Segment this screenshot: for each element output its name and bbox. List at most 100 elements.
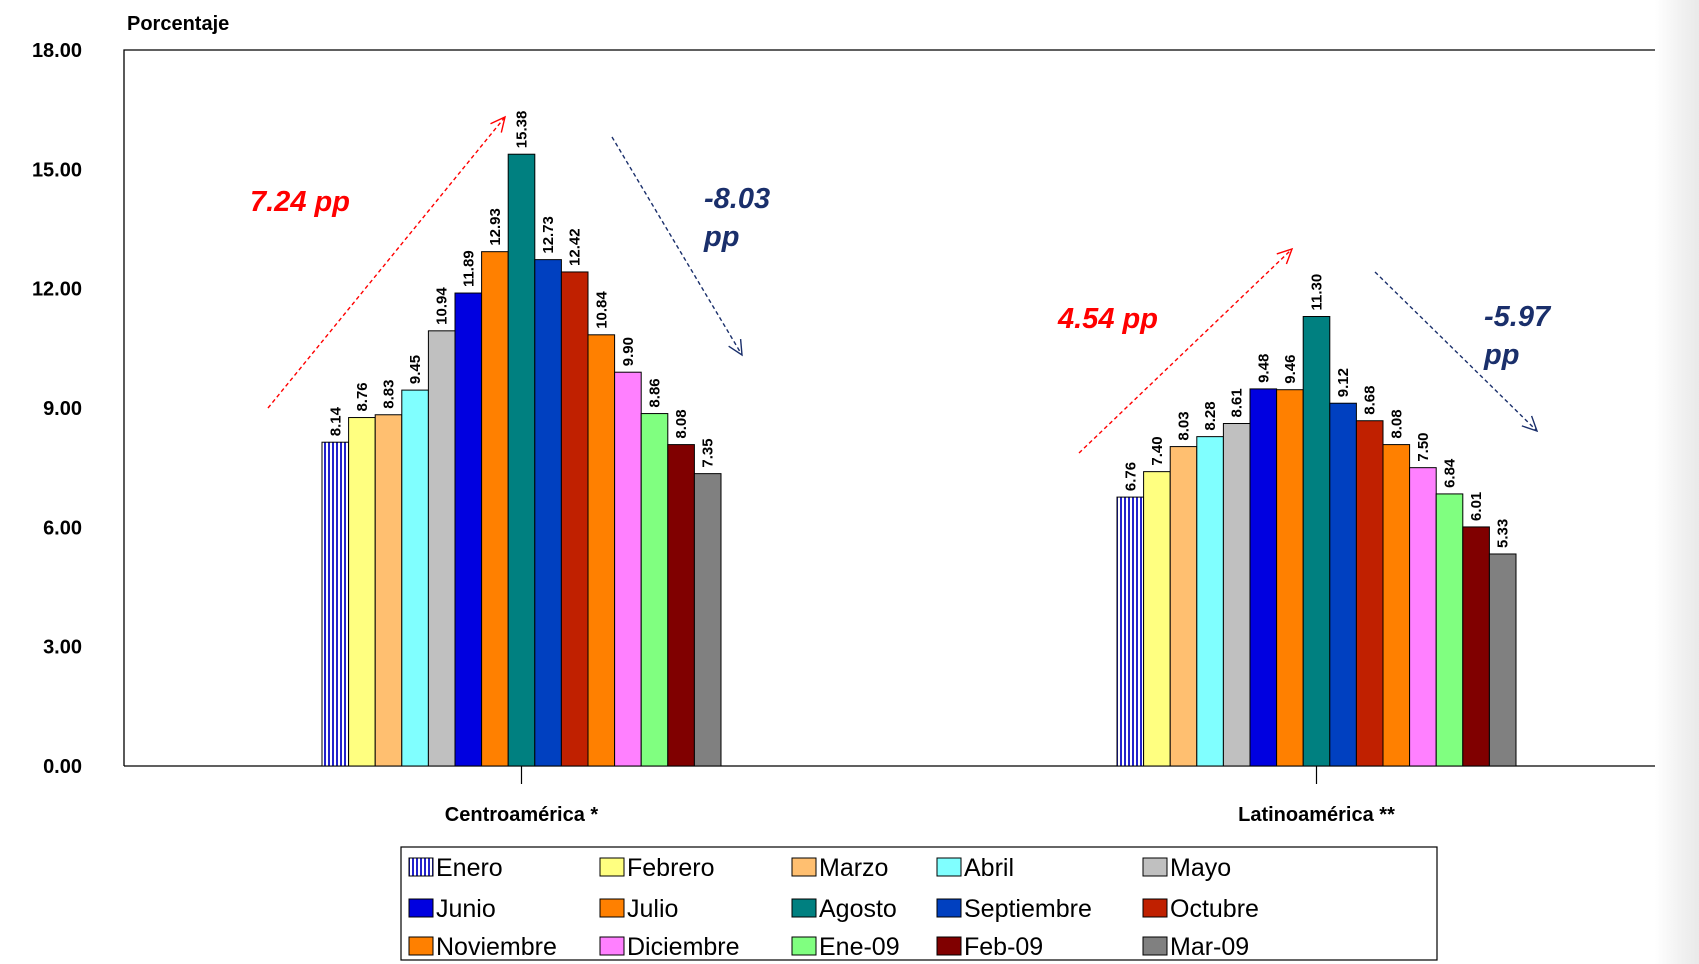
- bar-octubre-2: [1355, 420, 1384, 767]
- data-label: 9.48: [1255, 354, 1272, 383]
- legend-swatch: [408, 936, 434, 956]
- bar-mayo-2: [1222, 423, 1251, 767]
- data-label: 8.68: [1362, 386, 1379, 415]
- annotation-text: -8.03 pp: [703, 183, 770, 253]
- bar-septiembre-1: [534, 259, 562, 767]
- plot-frame: [123, 49, 1655, 766]
- data-label: 9.46: [1282, 354, 1299, 383]
- bar-julio-1: [481, 251, 509, 767]
- legend-label: Julio: [627, 895, 678, 923]
- annotation-text: 7.24 pp: [250, 186, 350, 218]
- legend-label: Mayo: [1170, 854, 1231, 882]
- bar-octubre-1: [560, 271, 589, 767]
- bar-mar-09-2: [1488, 553, 1517, 767]
- legend-swatch: [599, 936, 625, 956]
- legend-label: Septiembre: [964, 895, 1092, 923]
- legend-label: Abril: [964, 854, 1014, 882]
- bars-group: 8.14 8.76 8.83 9.45 10.94 11.89 12.93 15.38 12.7…: [321, 111, 1517, 767]
- bar-diciembre-1: [614, 371, 642, 767]
- legend-swatch: [1142, 857, 1168, 877]
- bar-marzo-1: [374, 414, 403, 767]
- data-label: 12.93: [487, 208, 504, 246]
- x-tick-label: Latinoamérica **: [1238, 804, 1395, 826]
- legend-label: Febrero: [627, 854, 715, 882]
- bar-enero-1: [321, 441, 350, 767]
- y-tick-label: 15.00: [32, 159, 82, 181]
- annotation-text-line: -8.03: [704, 183, 770, 215]
- bar-mar-09-1: [693, 473, 722, 767]
- legend-label: Agosto: [819, 895, 897, 923]
- bar-feb-09-1: [667, 444, 695, 767]
- legend-swatch: [408, 857, 434, 877]
- legend-swatch: [791, 936, 817, 956]
- legend-swatch: [408, 898, 434, 918]
- bar-enero-2: [1116, 496, 1145, 767]
- data-label: 8.83: [381, 380, 398, 409]
- legend-label: Mar-09: [1170, 933, 1249, 961]
- y-tick-label: 0.00: [43, 756, 82, 778]
- bar-noviembre-1: [587, 334, 616, 767]
- bar-abril-1: [401, 389, 429, 767]
- trend-arrow-line: [1374, 271, 1538, 432]
- bar-mayo-1: [427, 330, 456, 767]
- data-label: 8.14: [327, 406, 344, 436]
- y-tick-label: 3.00: [43, 637, 82, 659]
- data-label: 10.94: [434, 287, 451, 325]
- data-label: 8.76: [354, 382, 371, 411]
- data-label: 12.42: [567, 228, 584, 266]
- bar-agosto-2: [1302, 316, 1331, 767]
- data-label: 8.61: [1229, 388, 1246, 417]
- data-label: 8.08: [673, 409, 690, 438]
- y-tick-label: 12.00: [32, 279, 82, 301]
- data-label: 6.84: [1442, 458, 1459, 488]
- legend-swatch: [791, 857, 817, 877]
- legend-label: Ene-09: [819, 933, 900, 961]
- data-label: 5.33: [1495, 519, 1512, 548]
- data-label: 8.08: [1388, 409, 1405, 438]
- trend-arrow-line: [611, 136, 743, 356]
- legend-swatch: [791, 898, 817, 918]
- data-label: 11.89: [460, 250, 477, 287]
- legend-swatch: [599, 857, 625, 877]
- bar-feb-09-2: [1462, 526, 1490, 767]
- trend-arrow-head: [1276, 247, 1294, 265]
- data-label: 7.50: [1415, 432, 1432, 461]
- bar-abril-2: [1196, 436, 1224, 767]
- legend-swatch: [1142, 898, 1168, 918]
- data-label: 12.73: [540, 216, 557, 254]
- legend-swatch: [936, 857, 962, 877]
- legend-swatch: [599, 898, 625, 918]
- data-label: 11.30: [1309, 274, 1326, 311]
- legend-label: Enero: [436, 854, 503, 882]
- y-axis-label: Porcentaje: [127, 13, 229, 35]
- data-label: 8.28: [1202, 401, 1219, 430]
- data-label: 7.35: [700, 438, 717, 467]
- trend-arrow-head: [728, 339, 743, 357]
- legend-swatch: [936, 936, 962, 956]
- axes-group: Porcentaje 0.00 3.00 6.00 9.00 12.00 15.00 18.0…: [32, 13, 1655, 826]
- bar-agosto-1: [507, 153, 536, 767]
- data-label: 9.12: [1335, 368, 1352, 397]
- annotation-text-line: -5.97: [1484, 301, 1552, 333]
- data-label: 15.38: [514, 111, 531, 149]
- data-label: 8.86: [647, 378, 664, 407]
- annotation-text: -5.97 pp: [1483, 301, 1552, 371]
- legend-label: Diciembre: [627, 933, 740, 961]
- bar-ene-09-2: [1435, 493, 1464, 767]
- data-label: 9.45: [407, 355, 424, 384]
- legend-box: [400, 846, 1438, 961]
- bar-diciembre-2: [1409, 467, 1437, 767]
- annotation-text: 4.54 pp: [1057, 303, 1158, 335]
- bar-julio-2: [1276, 389, 1304, 767]
- data-label: 7.40: [1149, 436, 1166, 465]
- data-label: 10.84: [593, 291, 610, 329]
- legend-label: Marzo: [819, 854, 888, 882]
- side-shade: [1655, 0, 1699, 964]
- data-label: 6.76: [1122, 462, 1139, 491]
- legend-swatch: [1142, 936, 1168, 956]
- y-tick-label: 18.00: [32, 40, 82, 62]
- bar-junio-1: [454, 292, 483, 767]
- legend-label: Feb-09: [964, 933, 1043, 961]
- annotation-text-line: pp: [703, 221, 739, 253]
